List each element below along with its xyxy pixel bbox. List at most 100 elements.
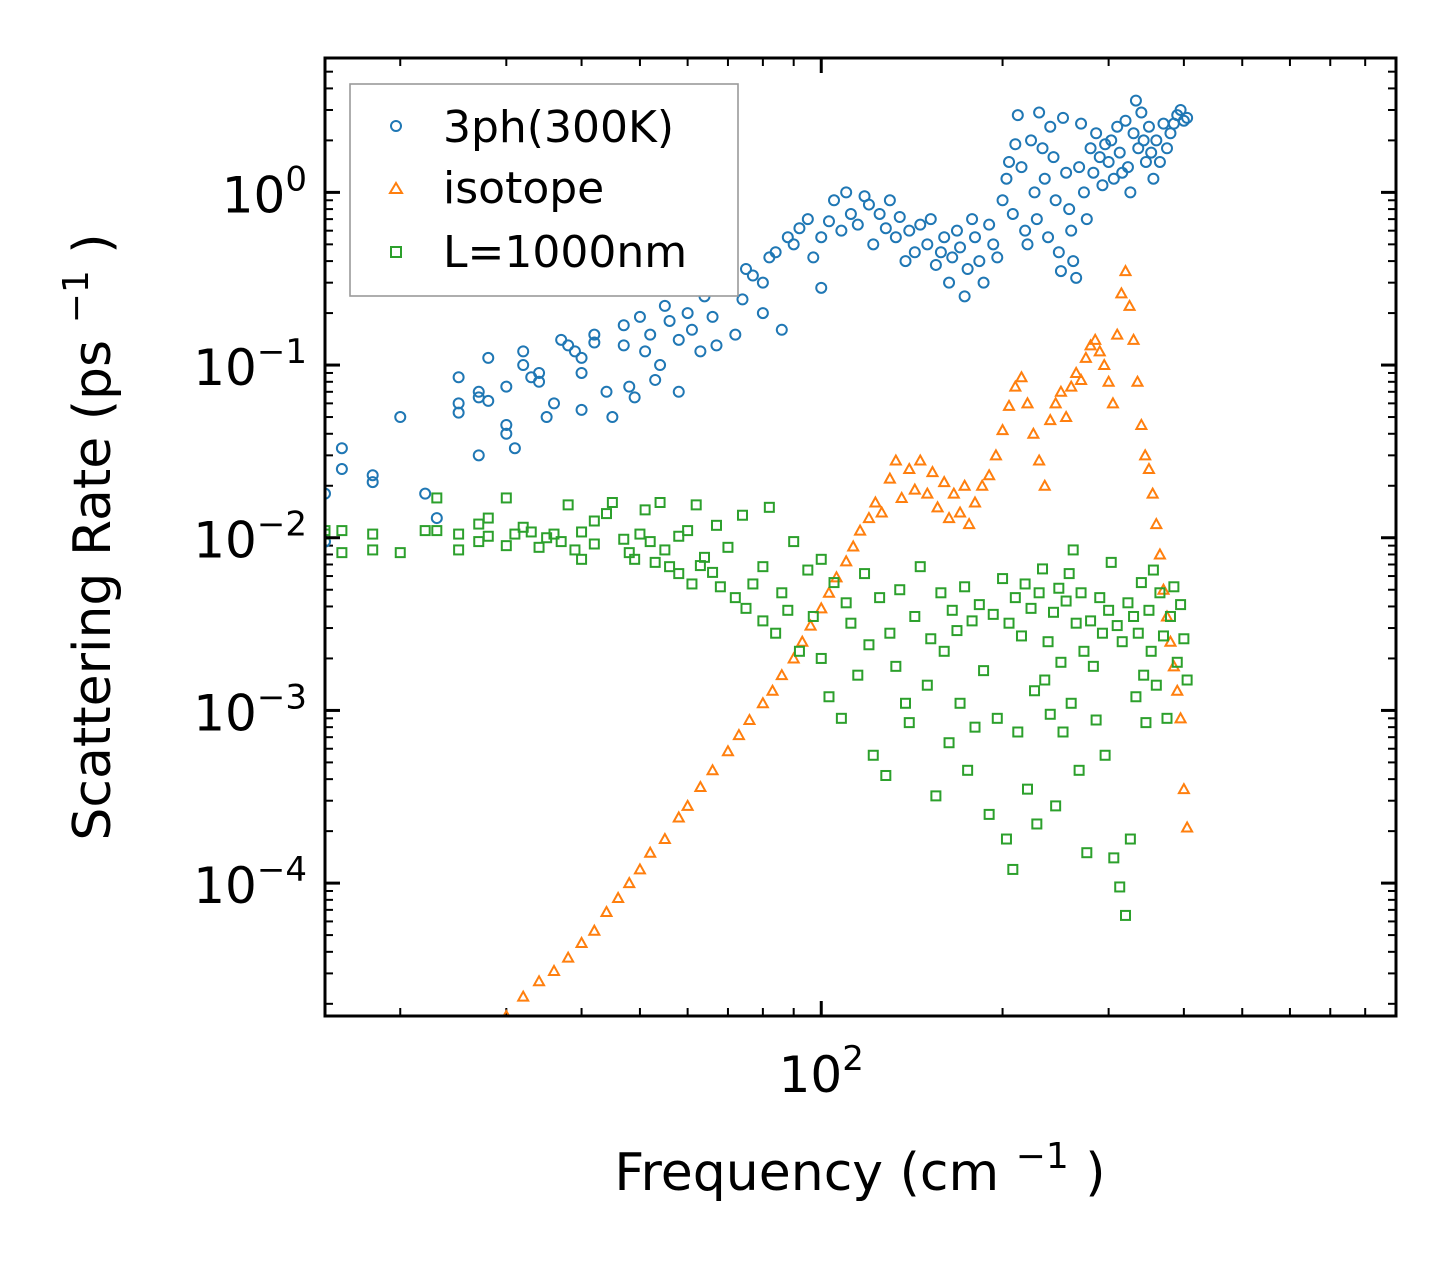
- data-point: [863, 639, 875, 651]
- data-point: [893, 211, 906, 224]
- data-point: [1021, 783, 1033, 795]
- data-point: [622, 876, 636, 889]
- series-3ph(300K): [325, 94, 1194, 548]
- data-point: [685, 323, 698, 336]
- data-point: [1019, 578, 1031, 590]
- data-point: [969, 721, 981, 733]
- data-point: [1042, 231, 1055, 244]
- data-point: [763, 501, 775, 513]
- data-point: [908, 482, 922, 495]
- data-point: [1124, 186, 1137, 199]
- data-point: [658, 299, 671, 312]
- data-point: [500, 540, 512, 552]
- data-point: [1003, 155, 1016, 168]
- data-point: [1075, 587, 1087, 599]
- data-point: [996, 194, 1009, 207]
- data-point: [482, 351, 495, 364]
- data-point: [1090, 127, 1103, 140]
- data-point: [1057, 111, 1070, 124]
- data-point: [1054, 384, 1068, 397]
- data-point: [1042, 636, 1054, 648]
- data-point: [983, 218, 996, 231]
- data-point: [908, 246, 921, 259]
- legend-marker-3ph: [390, 120, 402, 132]
- data-point: [742, 712, 757, 726]
- data-point: [914, 218, 927, 231]
- data-point: [1111, 620, 1123, 632]
- legend-label-boundary: L=1000nm: [443, 227, 687, 278]
- data-point: [1120, 909, 1132, 921]
- data-point: [1171, 656, 1183, 668]
- data-point: [1111, 120, 1124, 133]
- data-point: [1108, 852, 1120, 864]
- data-point: [1153, 547, 1167, 560]
- data-point: [561, 950, 575, 963]
- data-point: [1177, 114, 1190, 127]
- data-point: [325, 528, 331, 540]
- data-point: [576, 526, 588, 538]
- data-point: [1079, 350, 1093, 363]
- data-point: [946, 251, 959, 264]
- data-point: [453, 544, 465, 556]
- data-point: [1094, 592, 1106, 604]
- data-point: [1057, 726, 1069, 738]
- data-point: [1093, 344, 1107, 357]
- data-point: [966, 213, 979, 226]
- data-point: [1064, 379, 1078, 392]
- data-point: [954, 241, 967, 254]
- data-point: [954, 697, 966, 709]
- data-point: [1142, 461, 1156, 475]
- data-point: [533, 366, 546, 379]
- data-point: [756, 276, 769, 289]
- data-point: [1140, 717, 1152, 729]
- data-point: [736, 509, 748, 521]
- data-point: [335, 463, 348, 476]
- data-point: [419, 525, 431, 537]
- data-point: [1074, 372, 1088, 385]
- data-point: [1096, 627, 1108, 639]
- data-point: [1075, 117, 1088, 130]
- data-point: [1178, 633, 1190, 645]
- data-point: [1036, 142, 1049, 155]
- data-point: [710, 339, 723, 352]
- data-point: [1177, 782, 1191, 795]
- data-point: [1130, 374, 1145, 387]
- data-point: [722, 541, 734, 553]
- data-point: [913, 453, 927, 466]
- data-point: [1000, 833, 1012, 845]
- data-point: [1039, 674, 1051, 686]
- data-point: [1130, 691, 1142, 703]
- data-point: [1096, 179, 1109, 192]
- data-point: [680, 798, 695, 811]
- data-point: [1009, 138, 1022, 151]
- data-point: [1070, 271, 1083, 284]
- data-point: [633, 310, 646, 323]
- data-point: [654, 359, 667, 372]
- data-point: [959, 581, 971, 593]
- data-point: [757, 615, 769, 627]
- data-point: [782, 604, 794, 616]
- y-tick-label: 10−1: [193, 332, 307, 397]
- data-point: [533, 541, 545, 553]
- data-point: [1080, 213, 1093, 226]
- data-point: [1052, 246, 1065, 259]
- data-point: [431, 492, 443, 504]
- data-point: [659, 544, 671, 556]
- data-point: [1032, 453, 1046, 466]
- data-point: [1157, 630, 1169, 642]
- data-point: [1143, 604, 1155, 616]
- data-point: [1135, 106, 1148, 119]
- data-point: [851, 218, 864, 231]
- data-point: [672, 385, 685, 398]
- data-point: [776, 587, 788, 599]
- data-point: [1008, 379, 1023, 392]
- data-point: [533, 375, 546, 388]
- data-point: [1002, 398, 1016, 411]
- y-tick-label: 100: [222, 159, 307, 224]
- data-point: [1073, 764, 1085, 776]
- data-point: [889, 231, 902, 244]
- data-point: [900, 697, 911, 709]
- data-point: [1059, 409, 1073, 423]
- data-point: [1025, 134, 1038, 147]
- data-point: [673, 530, 685, 542]
